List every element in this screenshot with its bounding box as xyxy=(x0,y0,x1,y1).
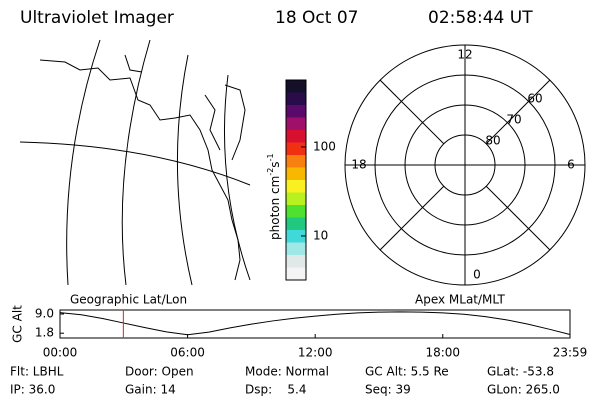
lat-label: 80 xyxy=(485,134,500,148)
status-field: Mode: Normal xyxy=(245,365,329,379)
mlt-label: 18 xyxy=(351,158,366,172)
color-swatch xyxy=(286,205,306,218)
plot-frame xyxy=(59,309,571,339)
colorbar-frame xyxy=(285,79,307,281)
coastline xyxy=(39,59,241,281)
color-swatch xyxy=(286,155,306,168)
mlt-label: 6 xyxy=(567,158,575,172)
status-field: Seq: 39 xyxy=(365,383,411,397)
diagonal xyxy=(485,79,551,145)
color-swatch xyxy=(286,230,306,243)
meridian xyxy=(176,54,193,286)
status-field: Gain: 14 xyxy=(125,383,176,397)
color-swatch xyxy=(286,217,306,231)
status-field: Door: Open xyxy=(125,365,194,379)
map xyxy=(19,39,251,286)
lat-label: 60 xyxy=(527,92,542,106)
parallel xyxy=(19,141,251,186)
unit-part: photon cm xyxy=(268,176,282,240)
color-swatch xyxy=(286,180,306,193)
y-tick-label: 9.0 xyxy=(35,307,54,321)
color-swatch xyxy=(286,80,306,93)
altitude-plot: Geographic Lat/Lon Apex MLat/MLT GC Alt 9.0… xyxy=(11,293,588,360)
unit: photon cm-2s-1 xyxy=(266,153,282,240)
status-field: GLon: 265.0 xyxy=(487,383,560,397)
mlt-label: 0 xyxy=(473,268,481,282)
color-swatch xyxy=(286,192,306,206)
color-swatch xyxy=(286,267,306,281)
color-swatch xyxy=(286,242,306,256)
x-tick-label: 06:00 xyxy=(170,346,205,360)
color-swatch xyxy=(286,255,306,268)
lat-label: 70 xyxy=(506,113,521,127)
status-field: Dsp: 5.4 xyxy=(245,383,307,397)
y-label: GC Alt xyxy=(11,305,25,343)
coastline xyxy=(124,54,246,161)
color-swatch xyxy=(286,130,306,143)
colorbar-label: photon cm-2s-1 xyxy=(266,153,282,240)
colorbar-tick-label: 10 xyxy=(313,228,328,242)
mlt-label: 12 xyxy=(457,48,472,62)
colorbar: 10 100 xyxy=(285,79,336,281)
status-field: Flt: LBHL xyxy=(10,365,64,379)
x-tick-label: 12:00 xyxy=(298,346,333,360)
status-field: GLat: -53.8 xyxy=(487,365,554,379)
unit-part: s xyxy=(268,161,282,167)
annotation: Apex MLat/MLT xyxy=(415,293,505,307)
color-swatch xyxy=(286,142,306,156)
color-swatch xyxy=(286,105,306,118)
status-field: IP: 36.0 xyxy=(10,383,55,397)
time: 02:58:44 UT xyxy=(428,8,533,28)
status-field: GC Alt: 5.5 Re xyxy=(365,365,449,379)
altitude-line xyxy=(59,311,571,336)
y-tick-label: 1.8 xyxy=(35,326,54,340)
unit-part: -1 xyxy=(266,153,275,161)
diagonal xyxy=(379,79,445,145)
unit-part: -2 xyxy=(266,168,275,176)
color-swatch xyxy=(286,117,306,131)
date: 18 Oct 07 xyxy=(275,8,358,28)
meridian xyxy=(121,39,151,286)
annotation: Geographic Lat/Lon xyxy=(70,293,187,307)
diagonal xyxy=(379,185,445,251)
x-tick-label: 23:59 xyxy=(553,346,588,360)
diagonal xyxy=(485,185,551,251)
color-swatch xyxy=(286,167,306,181)
x-tick-label: 00:00 xyxy=(43,346,78,360)
meridian xyxy=(223,74,251,281)
x-tick-label: 18:00 xyxy=(425,346,460,360)
footer: Flt: LBHL Door: Open Mode: Normal GC Alt: 5… xyxy=(10,365,560,397)
meridian xyxy=(66,39,101,286)
color-swatch xyxy=(286,92,306,106)
title: Ultraviolet Imager xyxy=(20,8,174,28)
colorbar-tick-label: 100 xyxy=(313,139,336,153)
